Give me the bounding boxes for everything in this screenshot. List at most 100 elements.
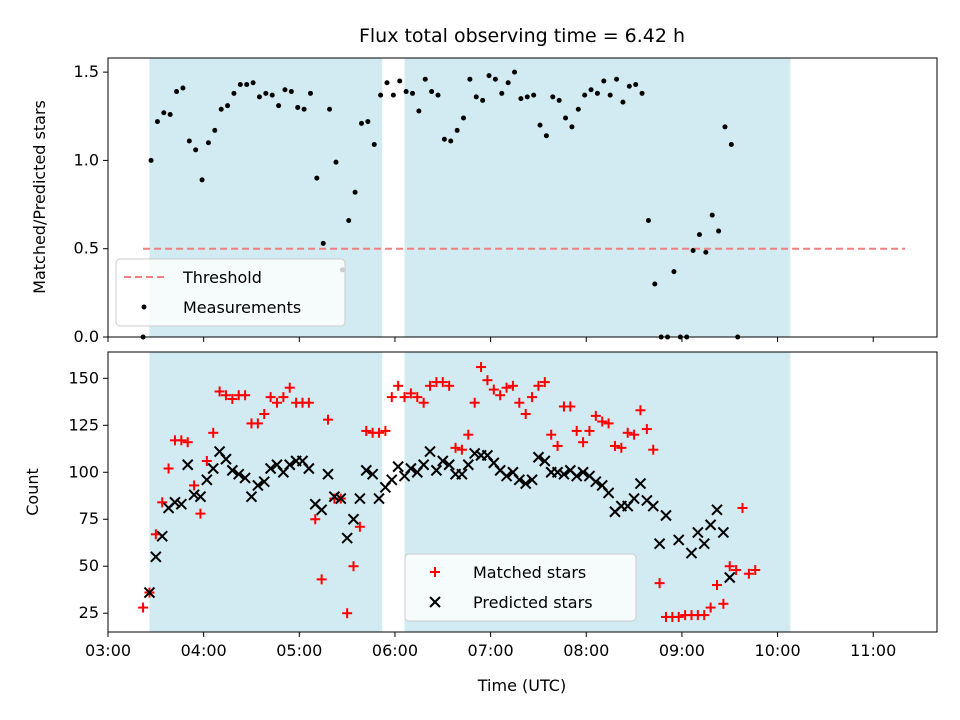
- predicted-star-point: [602, 487, 615, 499]
- predicted-star-point: [175, 498, 188, 510]
- predicted-star-point: [194, 490, 207, 503]
- measurement-point: [301, 106, 307, 112]
- bottom-y-axis-label: Count: [23, 468, 42, 516]
- matched-star-point: [750, 564, 761, 575]
- measurement-point: [422, 76, 428, 82]
- predicted-star-point: [532, 451, 545, 463]
- predicted-star-point: [519, 477, 532, 490]
- matched-star-point: [552, 440, 563, 451]
- predicted-star-point: [513, 474, 526, 486]
- matched-star-point: [711, 580, 722, 591]
- measurement-point: [480, 97, 486, 103]
- matched-star-point: [565, 401, 576, 412]
- top-y-axis-label: Matched/Predicted stars: [30, 100, 49, 294]
- x-tick-label: 08:00: [563, 641, 609, 660]
- predicted-star-point: [647, 500, 659, 512]
- measurement-point: [358, 120, 364, 126]
- predicted-star-point: [182, 459, 194, 471]
- top-y-ticks: 0.0 0.5 1.0 1.5: [74, 62, 108, 346]
- predicted-star-point: [233, 468, 245, 480]
- matched-star-point: [476, 362, 487, 373]
- shaded-interval: [149, 352, 383, 632]
- measurement-point: [193, 147, 199, 153]
- matched-star-point: [578, 437, 589, 448]
- legend-measurements-swatch: [141, 304, 147, 310]
- measurement-point: [703, 249, 709, 255]
- matched-star-point: [220, 390, 231, 401]
- matched-star-point: [507, 380, 518, 391]
- bottom-plot-frame: [107, 351, 938, 633]
- measurement-point: [384, 80, 390, 86]
- predicted-star-point: [252, 479, 264, 492]
- matched-star-point: [303, 397, 314, 408]
- matched-star-point: [597, 416, 608, 427]
- predicted-star-point: [226, 464, 239, 477]
- measurement-point: [218, 106, 224, 112]
- legend-matched-label: Matched stars: [473, 563, 586, 582]
- measurement-points: [140, 69, 741, 340]
- predicted-star-point: [685, 547, 698, 559]
- measurement-point: [499, 90, 505, 96]
- bottom-y-ticks: 25 50 75 100 125 150: [68, 368, 108, 622]
- matched-star-point: [252, 418, 263, 429]
- measurement-point: [696, 232, 702, 238]
- measurement-point: [550, 94, 556, 100]
- predicted-star-point: [156, 530, 168, 542]
- measurement-point: [346, 217, 352, 223]
- predicted-star-point: [360, 464, 372, 477]
- measurement-point: [314, 175, 320, 181]
- predicted-star-point: [704, 519, 717, 531]
- predicted-star-point: [201, 474, 213, 486]
- matched-star-point: [386, 392, 397, 403]
- top-plot-frame: [107, 57, 938, 338]
- top-legend-box: [115, 258, 346, 327]
- predicted-star-point: [634, 477, 647, 490]
- y-tick-label: 100: [68, 462, 99, 481]
- legend-measurements-label: Measurements: [183, 298, 301, 317]
- x-tick-label: 06:00: [372, 641, 418, 660]
- predicted-star-point: [590, 475, 602, 488]
- matched-star-point: [737, 502, 748, 513]
- matched-star-point: [227, 393, 238, 404]
- x-tick-label: 10:00: [755, 641, 801, 660]
- measurement-point: [531, 92, 537, 98]
- bottom-panel: 25 50 75 100 125 150 03:00 04:00 05:00 06:00 07:0…: [23, 351, 938, 695]
- measurement-point: [295, 104, 301, 110]
- measurement-point: [231, 90, 237, 96]
- top-shaded-intervals: [149, 58, 791, 337]
- measurement-point: [563, 115, 569, 121]
- bottom-x-ticks: 03:00 04:00 05:00 06:00 07:00 08:00 09:00 10:00…: [85, 632, 896, 660]
- matched-star-point: [463, 429, 474, 440]
- measurement-point: [582, 92, 588, 98]
- measurement-point: [174, 89, 180, 95]
- measurement-point: [263, 90, 269, 96]
- matched-star-point: [456, 444, 467, 455]
- measurement-point: [154, 119, 160, 125]
- measurement-point: [244, 81, 250, 87]
- matched-star-point: [265, 392, 276, 403]
- predicted-star-point: [430, 464, 443, 477]
- matched-star-point: [520, 409, 531, 420]
- measurement-point: [441, 136, 447, 142]
- y-tick-label: 150: [68, 368, 99, 387]
- measurement-point: [518, 96, 524, 102]
- measurement-point: [161, 110, 167, 116]
- matched-star-point: [654, 578, 665, 589]
- measurement-point: [543, 133, 549, 139]
- matched-star-point: [648, 444, 659, 455]
- matched-star-point: [546, 429, 557, 440]
- measurement-point: [537, 122, 543, 128]
- matched-star-point: [495, 390, 506, 401]
- matched-star-point: [405, 388, 416, 399]
- measurement-point: [492, 76, 498, 82]
- measurement-point: [639, 90, 645, 96]
- measurement-point: [205, 140, 211, 146]
- y-tick-label: 25: [79, 603, 99, 622]
- y-tick-label: 50: [79, 556, 99, 575]
- measurement-point: [352, 189, 358, 195]
- top-x-ticks: [107, 337, 874, 342]
- measurement-point: [327, 106, 333, 112]
- predicted-star-point: [437, 455, 449, 467]
- matched-star-point: [240, 390, 251, 401]
- matched-star-point: [584, 425, 595, 436]
